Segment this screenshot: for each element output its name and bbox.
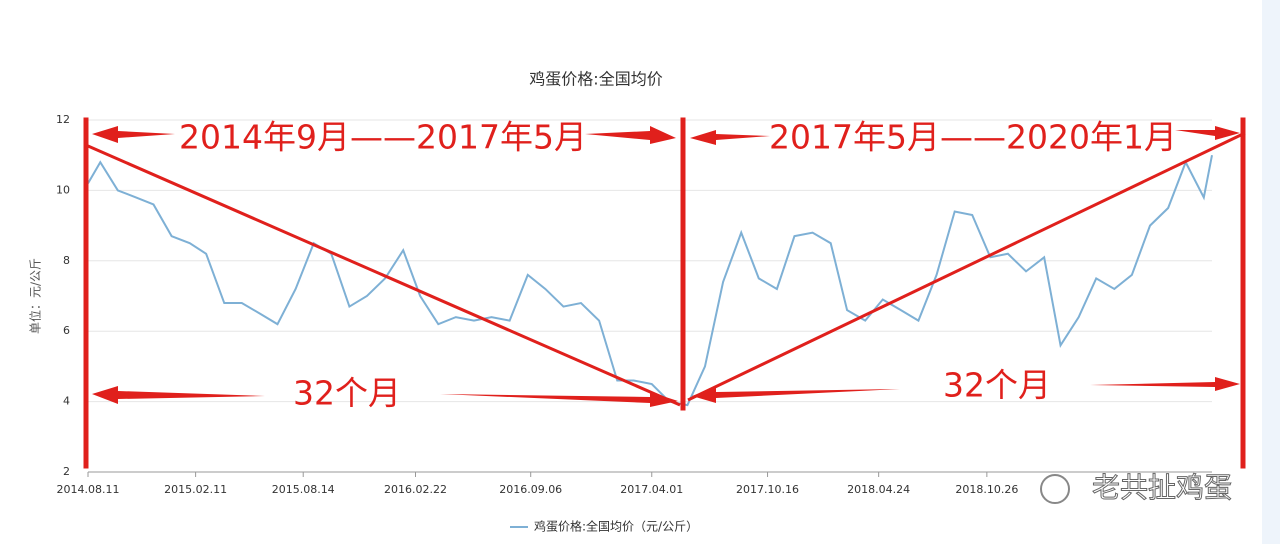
x-tick-label: 2018.04.24 (847, 483, 910, 496)
watermark-icon (1040, 474, 1070, 504)
chart-title: 鸡蛋价格:全国均价 (529, 70, 662, 89)
arrow (690, 130, 770, 145)
y-tick-label: 4 (63, 395, 70, 408)
y-tick-label: 8 (63, 254, 70, 267)
red-bar (680, 117, 686, 411)
arrow (440, 392, 678, 407)
arrow (1175, 126, 1240, 140)
x-tick-label: 2015.08.14 (272, 483, 335, 496)
annotation-layer (83, 117, 1246, 469)
x-tick-label: 2017.10.16 (736, 483, 799, 496)
red-bar (1240, 117, 1246, 469)
x-tick-label: 2017.04.01 (620, 483, 683, 496)
y-tick-label: 10 (56, 183, 70, 196)
annotation: 2017年5月——2020年1月 (769, 118, 1177, 157)
trend-line (87, 144, 681, 407)
plot-area: 2 4 6 8 10 12 2014.08.11 2015.02.11 2015.08.14 20… (56, 113, 1213, 496)
trend-line (687, 131, 1246, 402)
y-axis-label: 单位：元/公斤 (28, 258, 43, 334)
x-tick-label: 2018.10.26 (955, 483, 1018, 496)
y-tick-label: 6 (63, 324, 70, 337)
arrow (1090, 377, 1240, 391)
x-tick-label: 2016.09.06 (499, 483, 562, 496)
x-tick-label: 2015.02.11 (164, 483, 227, 496)
legend-label: 鸡蛋价格:全国均价（元/公斤） (534, 519, 698, 534)
annotation: 2014年9月——2017年5月 (179, 118, 587, 157)
watermark: 老共扯鸡蛋 (1092, 471, 1232, 504)
red-bar (83, 117, 89, 469)
arrow (585, 126, 676, 144)
side-strip (1262, 0, 1280, 544)
annotation: 32个月 (943, 366, 1051, 405)
annotation: 32个月 (293, 374, 401, 413)
arrow (92, 126, 175, 143)
y-tick-label: 12 (56, 113, 70, 126)
arrow (692, 387, 900, 403)
x-tick-label: 2014.08.11 (57, 483, 120, 496)
x-tick-label: 2016.02.22 (384, 483, 447, 496)
y-tick-label: 2 (63, 465, 70, 478)
data-line (87, 155, 1213, 407)
arrow (92, 386, 265, 404)
